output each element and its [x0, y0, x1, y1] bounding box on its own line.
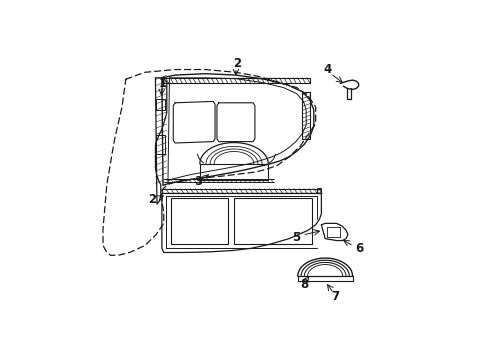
Text: 4: 4 — [323, 63, 331, 76]
Text: 7: 7 — [331, 290, 340, 303]
Text: 5: 5 — [292, 231, 300, 244]
Text: 1: 1 — [159, 77, 167, 90]
Text: 2: 2 — [233, 58, 241, 71]
Bar — [156, 99, 165, 110]
Text: 6: 6 — [355, 242, 364, 255]
Text: 3: 3 — [194, 175, 202, 188]
Text: 2: 2 — [148, 193, 156, 206]
Bar — [156, 135, 165, 154]
Text: 8: 8 — [300, 278, 308, 291]
